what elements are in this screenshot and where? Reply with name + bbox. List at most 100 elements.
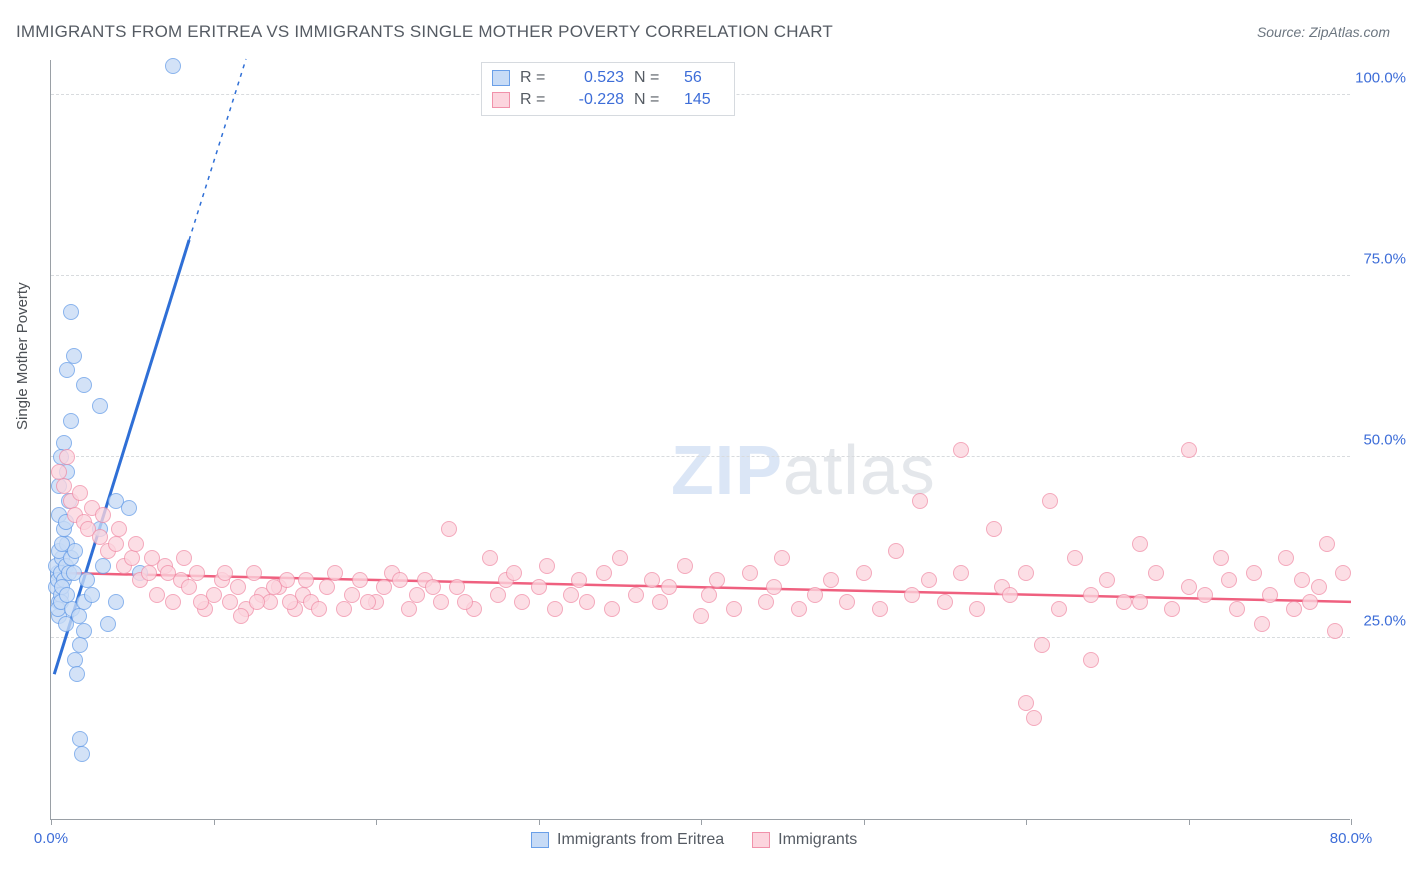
data-point-immigrants [1286, 601, 1302, 617]
legend-swatch [752, 832, 770, 848]
legend-n-label: N = [634, 89, 668, 111]
data-point-immigrants [311, 601, 327, 617]
legend-swatch [531, 832, 549, 848]
data-point-immigrants [807, 587, 823, 603]
xtick [864, 819, 865, 825]
legend-n-value: 145 [684, 89, 724, 111]
legend-r-label: R = [520, 89, 554, 111]
data-point-immigrants [352, 572, 368, 588]
data-point-immigrants [888, 543, 904, 559]
data-point-immigrants [661, 579, 677, 595]
data-point-immigrants [1148, 565, 1164, 581]
data-point-immigrants [1181, 442, 1197, 458]
data-point-eritrea [121, 500, 137, 516]
data-point-immigrants [604, 601, 620, 617]
plot-canvas: 25.0%50.0%75.0%100.0%0.0%80.0% [51, 60, 1350, 819]
data-point-immigrants [1278, 550, 1294, 566]
data-point-immigrants [677, 558, 693, 574]
legend-swatch [492, 70, 510, 86]
legend-n-label: N = [634, 67, 668, 89]
data-point-immigrants [95, 507, 111, 523]
legend-r-value: -0.228 [564, 89, 624, 111]
data-point-eritrea [66, 348, 82, 364]
legend-stats-row: R = -0.228 N = 145 [492, 89, 724, 111]
data-point-eritrea [76, 623, 92, 639]
data-point-immigrants [953, 442, 969, 458]
data-point-eritrea [84, 587, 100, 603]
data-point-immigrants [433, 594, 449, 610]
data-point-immigrants [482, 550, 498, 566]
data-point-immigrants [124, 550, 140, 566]
data-point-immigrants [336, 601, 352, 617]
data-point-immigrants [547, 601, 563, 617]
data-point-immigrants [1132, 536, 1148, 552]
data-point-eritrea [58, 616, 74, 632]
data-point-immigrants [726, 601, 742, 617]
data-point-immigrants [563, 587, 579, 603]
source-label: Source: ZipAtlas.com [1257, 24, 1390, 40]
data-point-eritrea [74, 746, 90, 762]
data-point-immigrants [246, 565, 262, 581]
xtick [214, 819, 215, 825]
data-point-immigrants [774, 550, 790, 566]
data-point-immigrants [1164, 601, 1180, 617]
data-point-immigrants [441, 521, 457, 537]
data-point-immigrants [579, 594, 595, 610]
data-point-immigrants [1213, 550, 1229, 566]
data-point-eritrea [76, 377, 92, 393]
data-point-immigrants [644, 572, 660, 588]
legend-stats-row: R =0.523N =56 [492, 67, 724, 89]
data-point-immigrants [449, 579, 465, 595]
data-point-immigrants [266, 579, 282, 595]
data-point-immigrants [181, 579, 197, 595]
data-point-immigrants [1229, 601, 1245, 617]
data-point-immigrants [539, 558, 555, 574]
data-point-immigrants [1002, 587, 1018, 603]
data-point-immigrants [457, 594, 473, 610]
data-point-immigrants [144, 550, 160, 566]
data-point-immigrants [1083, 652, 1099, 668]
data-point-immigrants [111, 521, 127, 537]
data-point-immigrants [856, 565, 872, 581]
data-point-immigrants [571, 572, 587, 588]
data-point-immigrants [652, 594, 668, 610]
data-point-immigrants [1099, 572, 1115, 588]
data-point-immigrants [766, 579, 782, 595]
data-point-eritrea [69, 666, 85, 682]
data-point-immigrants [490, 587, 506, 603]
data-point-immigrants [791, 601, 807, 617]
title-bar: IMMIGRANTS FROM ERITREA VS IMMIGRANTS SI… [16, 22, 1390, 42]
data-point-eritrea [63, 304, 79, 320]
data-point-immigrants [327, 565, 343, 581]
data-point-immigrants [969, 601, 985, 617]
data-point-immigrants [108, 536, 124, 552]
legend-r-label: R = [520, 67, 554, 89]
data-point-immigrants [72, 485, 88, 501]
legend-series-label: Immigrants from Eritrea [557, 831, 724, 849]
data-point-immigrants [141, 565, 157, 581]
data-point-immigrants [1262, 587, 1278, 603]
data-point-immigrants [1042, 493, 1058, 509]
chart-area: ZIPatlas 25.0%50.0%75.0%100.0%0.0%80.0% … [50, 60, 1350, 820]
data-point-immigrants [176, 550, 192, 566]
data-point-eritrea [59, 362, 75, 378]
data-point-immigrants [1302, 594, 1318, 610]
data-point-eritrea [165, 58, 181, 74]
data-point-immigrants [1018, 695, 1034, 711]
data-point-immigrants [1197, 587, 1213, 603]
data-point-immigrants [425, 579, 441, 595]
xtick [539, 819, 540, 825]
data-point-immigrants [1051, 601, 1067, 617]
legend-r-value: 0.523 [564, 67, 624, 89]
data-point-immigrants [392, 572, 408, 588]
ytick-label: 100.0% [1355, 70, 1406, 87]
xtick [376, 819, 377, 825]
y-axis-label: Single Mother Poverty [14, 282, 31, 430]
data-point-immigrants [1327, 623, 1343, 639]
legend-series: Immigrants from EritreaImmigrants [531, 831, 857, 849]
data-point-immigrants [758, 594, 774, 610]
data-point-immigrants [1254, 616, 1270, 632]
xtick [701, 819, 702, 825]
data-point-immigrants [376, 579, 392, 595]
ytick-label: 75.0% [1363, 251, 1406, 268]
